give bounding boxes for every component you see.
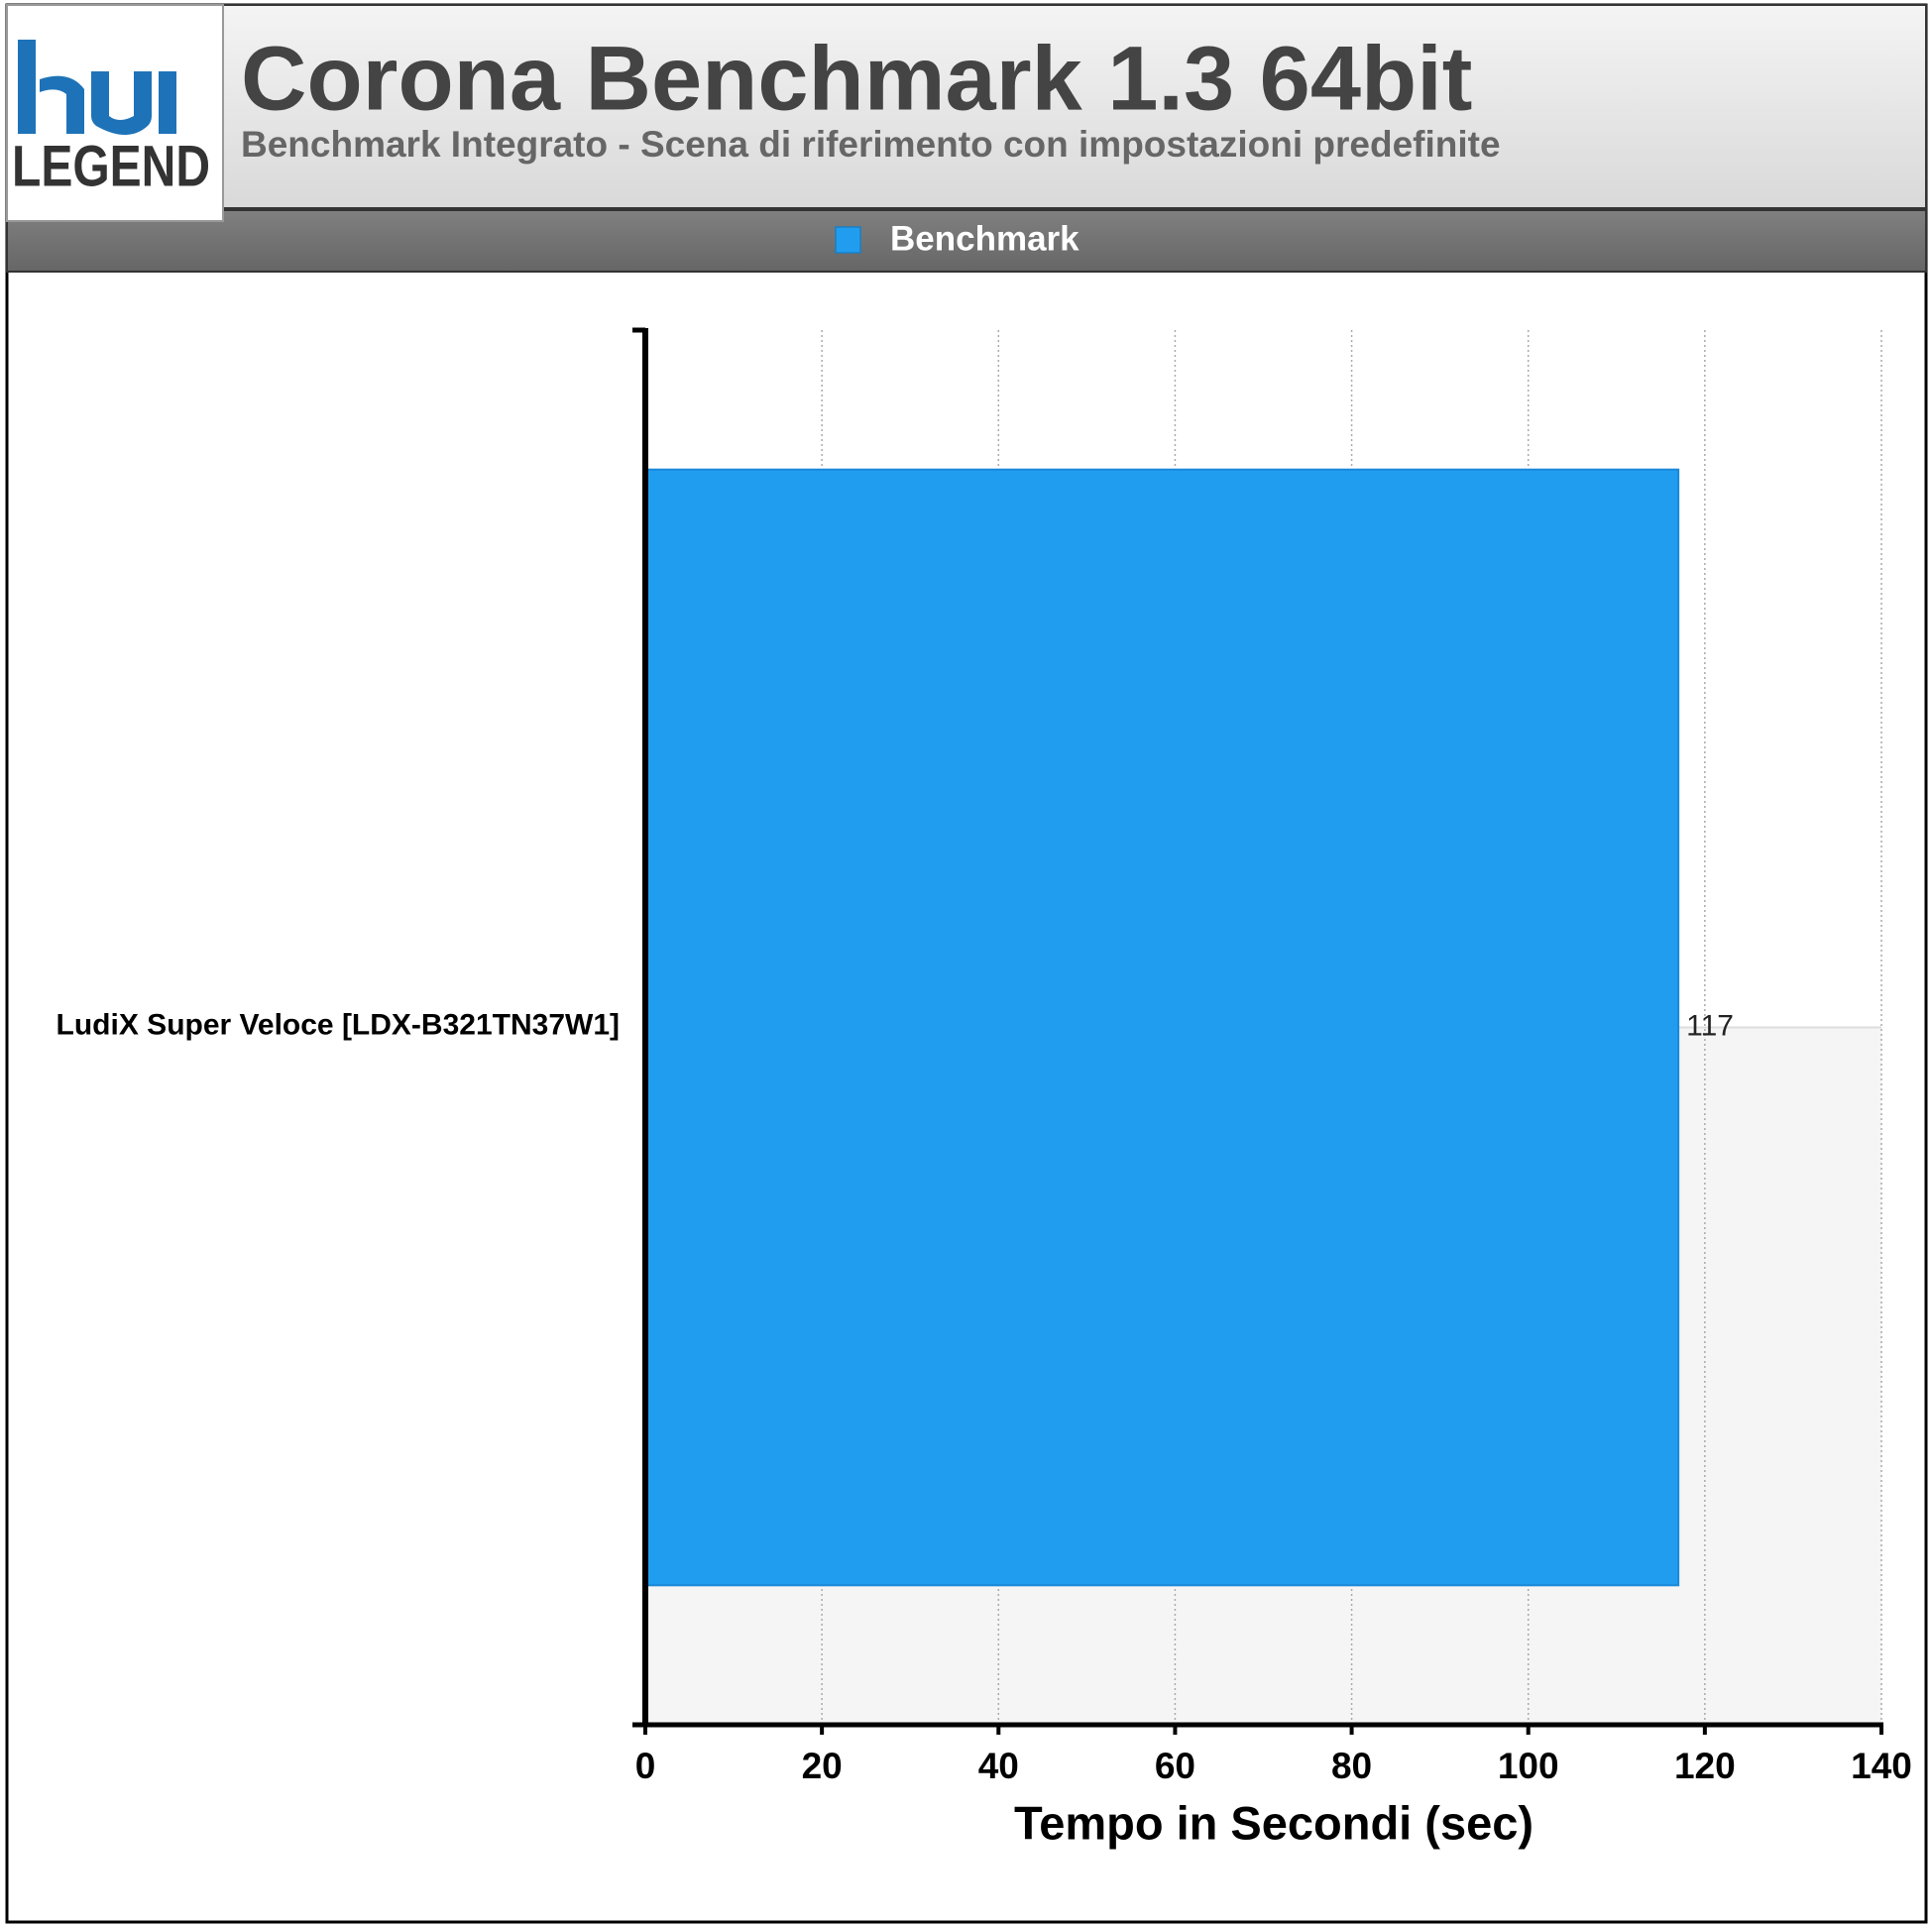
legend-swatch [835,226,861,254]
chart-title: Corona Benchmark 1.3 64bit [241,28,1472,129]
x-tick-label: 20 [802,1746,843,1786]
logo-mark [18,40,176,135]
x-tick-label: 40 [978,1746,1019,1786]
legend-label: Benchmark [890,219,1080,258]
x-tick-label: 0 [635,1746,656,1786]
x-tick-label: 120 [1674,1746,1736,1786]
x-tick-label: 140 [1851,1746,1912,1786]
logo-text: LEGEND [12,134,210,198]
x-tick-label: 100 [1498,1746,1559,1786]
x-tick-label: 60 [1155,1746,1195,1786]
header [6,4,1927,209]
y-tick-label: LudiX Super Veloce [LDX-B321TN37W1] [57,1008,620,1041]
logo-box [6,4,224,222]
value-label: 117 [1686,1009,1734,1042]
bar [644,468,1680,1587]
chart-subtitle: Benchmark Integrato - Scena di riferimen… [241,124,1501,165]
logo: LEGEND [6,4,224,222]
x-axis-title: Tempo in Secondi (sec) [1014,1796,1534,1849]
x-tick-label: 80 [1331,1746,1372,1786]
legend-bar [6,209,1927,273]
